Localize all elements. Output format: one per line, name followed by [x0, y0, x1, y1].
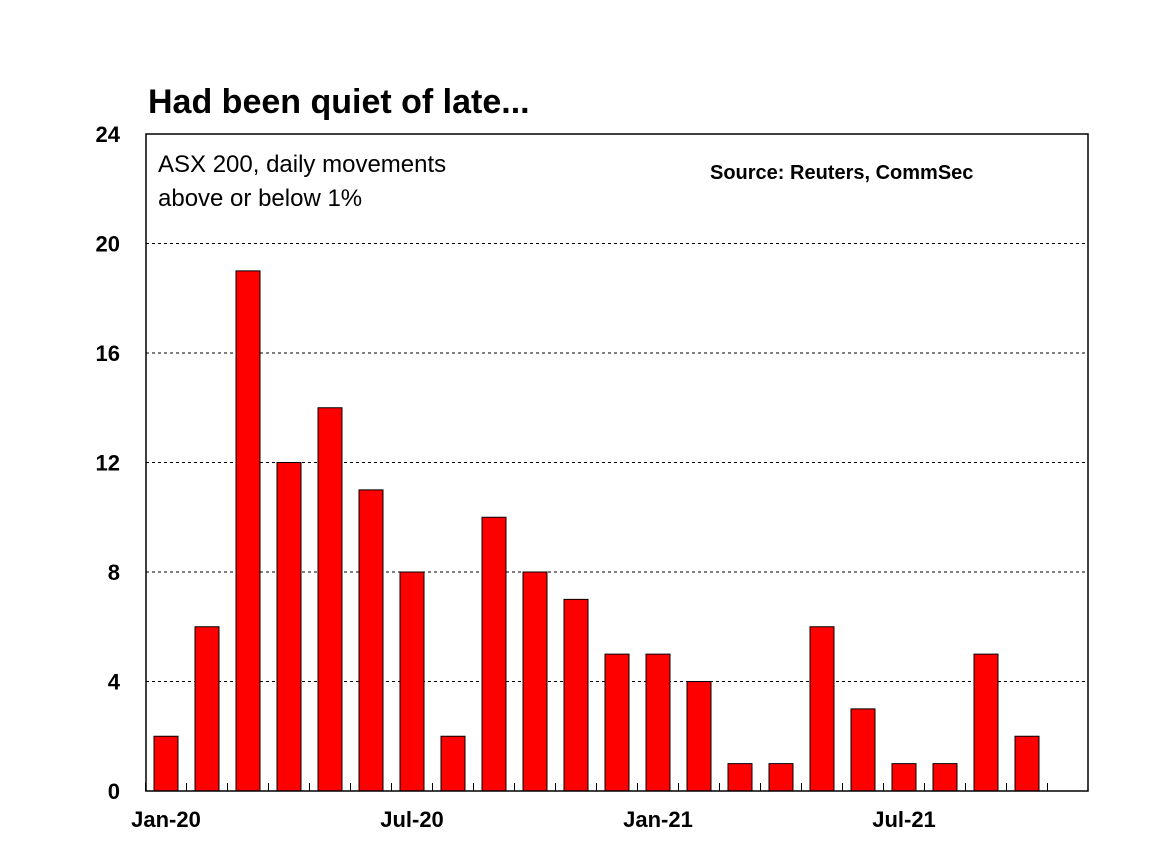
bar — [563, 598, 589, 792]
bar — [604, 653, 630, 792]
bar — [440, 735, 466, 792]
bar — [358, 489, 384, 792]
plot-frame — [145, 133, 1089, 792]
y-tick-label: 20 — [96, 232, 120, 257]
y-tick-label: 12 — [96, 451, 120, 476]
y-tick-label: 24 — [96, 122, 121, 147]
bar — [194, 626, 220, 792]
bar — [522, 571, 548, 792]
bar — [1014, 735, 1040, 792]
y-axis: 0 4 8 12 16 20 24 — [96, 122, 121, 804]
source-note: Source: Reuters, CommSec — [710, 162, 973, 184]
x-tick-label: Jul-20 — [380, 807, 444, 832]
bar — [768, 763, 794, 792]
bar — [153, 735, 179, 792]
bars — [153, 270, 1040, 792]
bar — [973, 653, 999, 792]
y-tick-label: 4 — [108, 670, 121, 695]
bar — [481, 516, 507, 792]
y-tick-label: 16 — [96, 341, 120, 366]
subtitle-line-1: ASX 200, daily movements — [158, 151, 446, 178]
bar — [235, 270, 261, 792]
bar — [317, 407, 343, 792]
x-tick-label: Jan-21 — [623, 807, 693, 832]
x-tick-label: Jan-20 — [131, 807, 201, 832]
subtitle-line-2: above or below 1% — [158, 185, 362, 212]
bar — [276, 462, 302, 792]
y-tick-label: 8 — [108, 560, 120, 585]
bar — [727, 763, 753, 792]
x-axis: Jan-20 Jul-20 Jan-21 Jul-21 — [131, 783, 1048, 832]
x-tick-label: Jul-21 — [872, 807, 936, 832]
bar — [932, 763, 958, 792]
bar — [850, 708, 876, 792]
y-tick-label: 0 — [108, 779, 120, 804]
bar — [809, 626, 835, 792]
bar — [686, 681, 712, 792]
bar — [645, 653, 671, 792]
bar — [399, 571, 425, 792]
bar — [891, 763, 917, 792]
chart-title: Had been quiet of late... — [148, 83, 530, 121]
